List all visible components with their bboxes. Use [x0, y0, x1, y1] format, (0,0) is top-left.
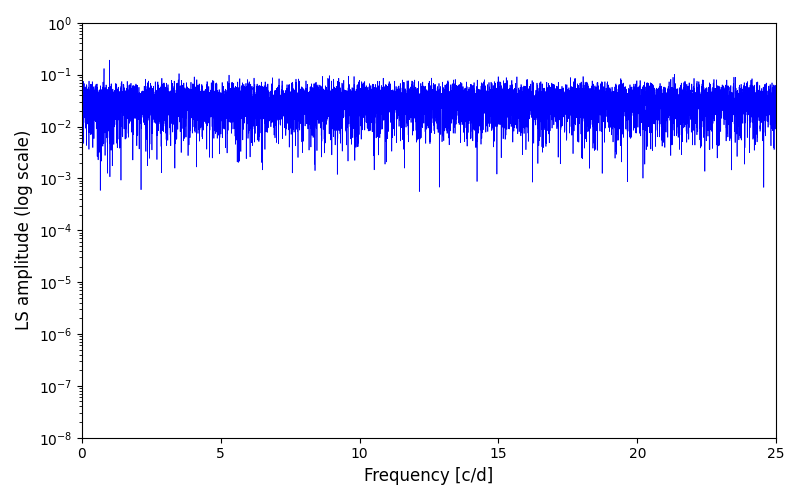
Y-axis label: LS amplitude (log scale): LS amplitude (log scale) — [15, 130, 33, 330]
X-axis label: Frequency [c/d]: Frequency [c/d] — [364, 467, 494, 485]
